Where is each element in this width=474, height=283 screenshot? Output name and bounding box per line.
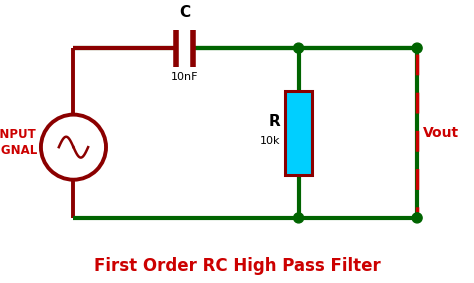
- Bar: [285, 91, 312, 175]
- Text: R: R: [269, 113, 280, 128]
- Circle shape: [293, 213, 304, 223]
- Text: Vout: Vout: [423, 126, 459, 140]
- Circle shape: [412, 213, 422, 223]
- Text: First Order RC High Pass Filter: First Order RC High Pass Filter: [94, 257, 380, 275]
- Text: INPUT
SIGNAL: INPUT SIGNAL: [0, 128, 37, 157]
- Circle shape: [412, 43, 422, 53]
- Text: 10k: 10k: [260, 136, 280, 146]
- Circle shape: [293, 43, 304, 53]
- Text: C: C: [179, 5, 191, 20]
- Text: 10nF: 10nF: [171, 72, 199, 82]
